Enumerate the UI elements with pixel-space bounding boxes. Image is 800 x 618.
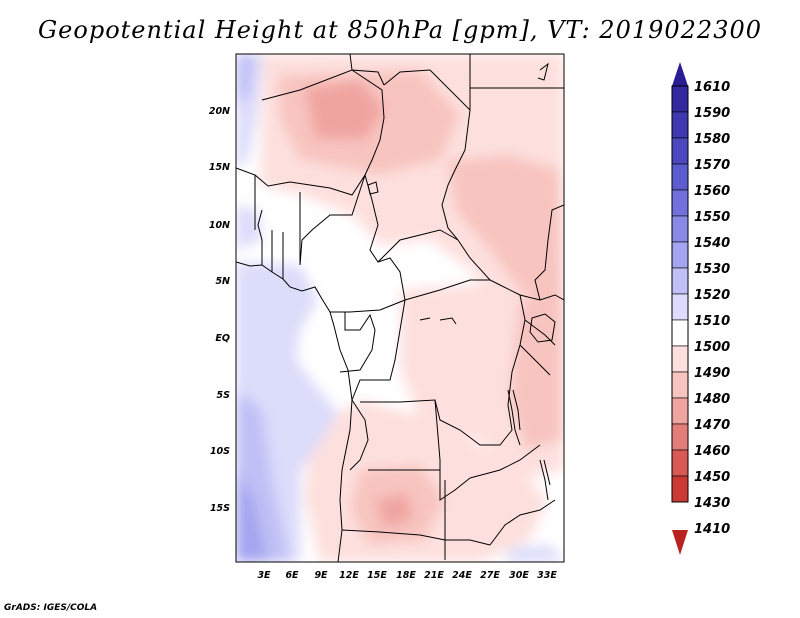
colorbar-bar — [671, 397, 689, 425]
colorbar-label: 1450 — [694, 470, 730, 485]
lake-tanganyika — [507, 389, 521, 446]
borders — [236, 54, 564, 562]
lat-label-10n: 10N — [209, 220, 230, 231]
border-angola-zambia — [349, 399, 471, 501]
colorbar-label: 1570 — [694, 158, 730, 173]
lon-label-3e: 3E — [257, 570, 271, 581]
colorbar-label: 1580 — [694, 132, 730, 147]
colorbar-label: 1590 — [694, 106, 730, 121]
colorbar-label: 1520 — [694, 288, 730, 303]
border-west-coast — [254, 175, 284, 279]
colorbar-bar — [671, 241, 689, 269]
border-cameroon — [330, 174, 406, 313]
colorbar-bar — [671, 475, 689, 503]
map-frame — [235, 53, 565, 563]
colorbar-bottom-arrow — [672, 530, 688, 555]
lon-label-27e: 27E — [480, 570, 500, 581]
field-core-south — [375, 494, 412, 528]
colorbar-label: 1610 — [694, 80, 730, 95]
border-nigeria — [299, 174, 366, 266]
colorbar-bar — [671, 85, 689, 113]
lat-label-10s: 10S — [210, 446, 230, 457]
colorbar-label: 1480 — [694, 392, 730, 407]
colorbar-bar — [671, 137, 689, 165]
border-niger-libya — [349, 54, 385, 86]
lon-label-33e: 33E — [537, 570, 557, 581]
colorbar-label: 1460 — [694, 444, 730, 459]
colorbar-label: 1500 — [694, 340, 730, 355]
lat-label-5s: 5S — [217, 390, 231, 401]
lat-axis: 20N 15N 10N 5N EQ 5S 10S 15S — [209, 106, 230, 514]
border-libya-egypt — [469, 54, 564, 110]
lon-label-12e: 12E — [339, 570, 359, 581]
page-title: Geopotential Height at 850hPa [gpm], VT:… — [38, 16, 762, 44]
lon-label-30e: 30E — [509, 570, 529, 581]
colorbar-label: 1490 — [694, 366, 730, 381]
border-botswana-zim — [469, 444, 556, 546]
colorbar: 1610 1590 1580 1570 1560 1550 1540 1530 1520 1510… — [671, 62, 730, 555]
colorbar-bar — [671, 163, 689, 191]
border-car — [377, 229, 490, 301]
border-gabon-congo — [330, 311, 376, 373]
lat-label-20n: 20N — [209, 106, 230, 117]
colorbar-label: 1560 — [694, 184, 730, 199]
height-field — [236, 54, 564, 562]
field-deepblue-southwest — [236, 470, 268, 562]
lon-label-15e: 15E — [367, 570, 387, 581]
lake-victoria — [529, 313, 556, 343]
colorbar-bar — [671, 215, 689, 243]
border-sahel — [236, 69, 385, 196]
colorbar-outline — [671, 85, 689, 503]
sinai-coast — [537, 62, 549, 81]
field-blue-northwest — [236, 54, 256, 105]
field-lavender-southeast — [505, 545, 564, 562]
lake-chad — [367, 181, 379, 195]
lon-label-9e: 9E — [314, 570, 328, 581]
field-rose-lakes — [510, 300, 564, 450]
colorbar-bar — [671, 449, 689, 477]
border-east-africa — [519, 204, 564, 376]
colorbar-label: 1540 — [694, 236, 730, 251]
colorbar-bar — [671, 189, 689, 217]
border-namibia — [341, 480, 491, 560]
colorbar-labels: 1610 1590 1580 1570 1560 1550 1540 1530 1520 1510… — [694, 80, 730, 537]
lake-malawi — [539, 459, 551, 501]
colorbar-label: 1410 — [694, 522, 730, 537]
colorbar-bar — [671, 423, 689, 451]
lon-label-24e: 24E — [452, 570, 472, 581]
colorbar-bar — [671, 345, 689, 373]
field-core-sahara — [305, 80, 385, 140]
lon-label-21e: 21E — [424, 570, 444, 581]
congo-lakes — [419, 317, 457, 325]
colorbar-bar — [671, 371, 689, 399]
lon-axis: 3E 6E 9E 12E 15E 18E 21E 24E 27E 30E 33E — [257, 570, 557, 581]
lat-label-15n: 15N — [209, 162, 230, 173]
grads-credit: GrADS: IGES/COLA — [4, 603, 98, 613]
colorbar-bar — [671, 293, 689, 321]
colorbar-bar — [671, 111, 689, 139]
border-chad-sudan — [383, 69, 501, 286]
colorbar-label: 1550 — [694, 210, 730, 225]
lat-label-15s: 15S — [210, 503, 230, 514]
colorbar-label: 1510 — [694, 314, 730, 329]
colorbar-bar — [671, 319, 689, 347]
lon-label-6e: 6E — [285, 570, 299, 581]
lat-label-5n: 5N — [215, 276, 230, 287]
colorbar-bar — [671, 267, 689, 295]
colorbar-label: 1430 — [694, 496, 730, 511]
lon-label-18e: 18E — [396, 570, 416, 581]
colorbar-top-arrow — [672, 62, 688, 86]
field-rose-east — [448, 155, 564, 320]
border-drc — [351, 284, 526, 446]
colorbar-label: 1530 — [694, 262, 730, 277]
colorbar-label: 1470 — [694, 418, 730, 433]
colorbar-bars — [671, 85, 689, 503]
lat-label-eq: EQ — [215, 333, 230, 344]
